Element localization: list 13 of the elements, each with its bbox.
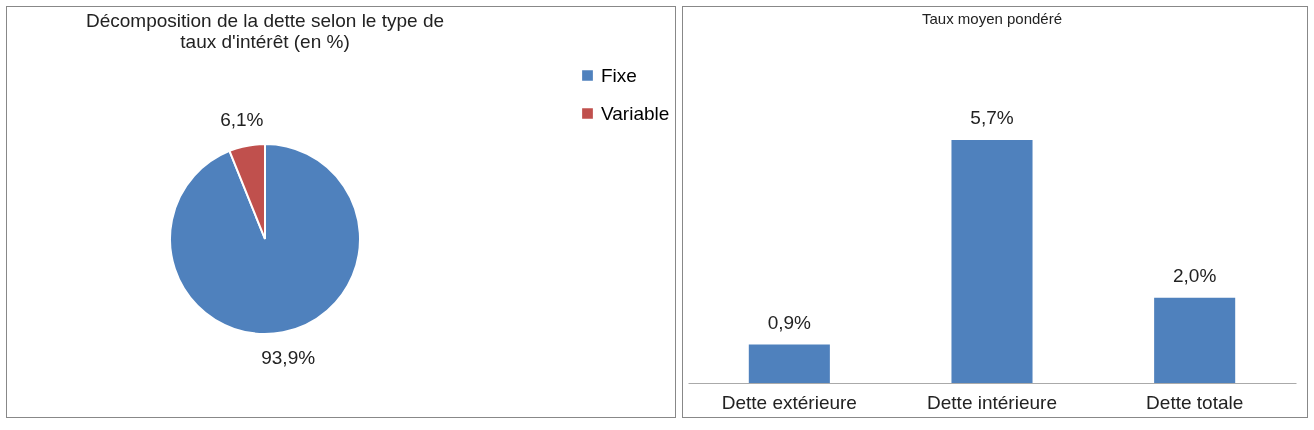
- x-tick-label: Dette extérieure: [721, 391, 857, 413]
- pie-slice: [169, 143, 361, 335]
- legend-label: Fixe: [601, 64, 637, 86]
- x-tick-label: Dette totale: [1146, 391, 1244, 413]
- chart-title: Décomposition de la dette selon le type de taux d'intérêt (en %): [85, 10, 445, 52]
- chart-title: Taux moyen pondéré: [921, 10, 1063, 27]
- data-label: 2,0%: [1173, 264, 1217, 286]
- legend-label: Variable: [601, 102, 670, 124]
- x-tick-label: Dette intérieure: [927, 391, 1057, 413]
- data-label: 5,7%: [970, 106, 1014, 128]
- data-label: 6,1%: [220, 108, 264, 130]
- data-label: 93,9%: [261, 347, 316, 369]
- data-label: 0,9%: [767, 311, 812, 333]
